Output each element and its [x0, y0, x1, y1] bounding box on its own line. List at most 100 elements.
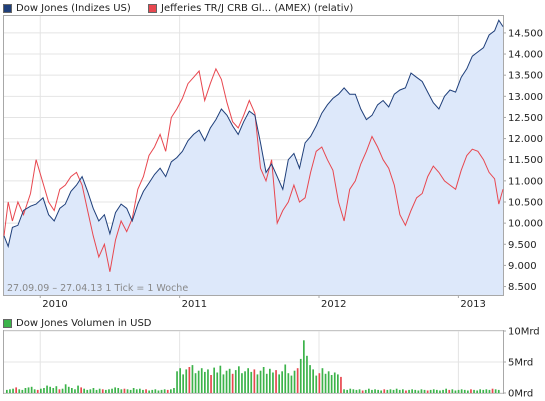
volume-bar [234, 370, 237, 393]
volume-bar [377, 389, 379, 393]
y-tick-label: 13.000 [508, 92, 543, 103]
volume-bar [145, 389, 147, 393]
volume-bar [126, 389, 129, 393]
volume-bar [24, 388, 27, 393]
volume-bar [265, 373, 268, 393]
volume-bar [216, 372, 219, 393]
volume-bar [463, 389, 466, 393]
volume-bar [343, 389, 345, 393]
volume-bar [457, 389, 460, 393]
volume-bar [238, 366, 240, 393]
volume-bar [36, 389, 39, 393]
volume-bar [299, 358, 302, 393]
volume-y-tick-label: 10Mrd [508, 327, 540, 338]
volume-bar [309, 365, 311, 393]
volume-bar [312, 369, 314, 393]
volume-bar [210, 375, 212, 393]
volume-bar [411, 389, 413, 393]
volume-bar [451, 389, 454, 393]
volume-bar [27, 387, 30, 393]
volume-bar [272, 372, 274, 393]
volume-bar [12, 388, 14, 393]
volume-bar [275, 370, 277, 393]
volume-bar [333, 372, 336, 393]
dow-line [3, 19, 504, 249]
volume-bar [337, 374, 339, 393]
volume-bar [352, 389, 355, 393]
volume-bar [77, 385, 79, 393]
volume-bar [315, 375, 318, 393]
volume-bar [64, 384, 67, 393]
volume-bar [402, 389, 404, 393]
volume-bar [129, 389, 132, 393]
y-tick-label: 14.000 [508, 50, 543, 61]
x-tick-label: 2012 [321, 299, 346, 310]
y-tick-label: 9.500 [508, 240, 537, 251]
volume-bar [132, 388, 135, 393]
volume-bar [222, 374, 225, 393]
volume-bar [321, 368, 324, 393]
volume-bar [139, 388, 141, 393]
volume-bar [18, 389, 21, 393]
legend-swatch-volume [3, 318, 12, 328]
volume-bar [429, 389, 432, 393]
volume-bar [269, 368, 271, 393]
volume-bar [380, 390, 382, 393]
volume-bar [213, 367, 215, 393]
volume-bar [284, 364, 287, 393]
volume-bar [43, 388, 45, 393]
legend-label-volume: Dow Jones Volumen in USD [16, 317, 152, 329]
x-tick-label: 2010 [42, 299, 67, 310]
volume-bar [479, 389, 481, 393]
volume-bar [259, 370, 262, 393]
volume-bar [83, 388, 85, 393]
volume-bar [148, 390, 150, 393]
volume-bar [306, 355, 308, 393]
volume-bar [417, 390, 420, 393]
volume-bar [98, 388, 101, 393]
y-tick-label: 10.000 [508, 219, 543, 230]
volume-bar [349, 388, 352, 393]
legend-label-crb: Jefferies TR/J CRB Gl... (AMEX) (relativ… [161, 2, 354, 14]
volume-bar [405, 390, 407, 393]
volume-bar [296, 368, 299, 393]
volume-bars [6, 340, 500, 393]
volume-bar [15, 387, 17, 393]
volume-bar [244, 371, 246, 393]
volume-bar [426, 390, 429, 393]
volume-bar [114, 387, 116, 393]
volume-bar [423, 389, 426, 393]
volume-bar [278, 374, 280, 393]
volume-bar [420, 389, 423, 393]
volume-bar [33, 389, 36, 393]
legend-dow: Dow Jones (Indizes US) [3, 1, 131, 15]
volume-bar [383, 389, 386, 393]
y-tick-label: 12.000 [508, 134, 543, 145]
volume-bar [355, 389, 358, 393]
volume-bar [473, 389, 475, 393]
volume-bar [445, 388, 447, 393]
volume-bar [200, 368, 203, 393]
volume-bar [432, 389, 435, 393]
legend-swatch-crb [148, 3, 157, 13]
volume-bar [194, 373, 197, 393]
y-tick-label: 13.500 [508, 71, 543, 82]
volume-bar [61, 388, 64, 393]
y-tick-label: 9.000 [508, 261, 537, 272]
price-x-axis: 2010 2011 2012 2013 [39, 295, 486, 310]
volume-bar [460, 389, 463, 393]
volume-bar [185, 369, 188, 393]
volume-bar [346, 389, 348, 393]
volume-bar [55, 386, 58, 393]
volume-bar [392, 389, 395, 393]
volume-bar [58, 389, 61, 393]
volume-bar [293, 370, 296, 393]
volume-bar [108, 389, 110, 393]
volume-bar [49, 386, 51, 393]
volume-bar [123, 388, 126, 393]
volume-bar [386, 389, 389, 393]
volume-bar [120, 389, 123, 393]
volume-bar [160, 389, 163, 393]
volume-bar [74, 389, 76, 393]
volume-bar [340, 376, 342, 393]
